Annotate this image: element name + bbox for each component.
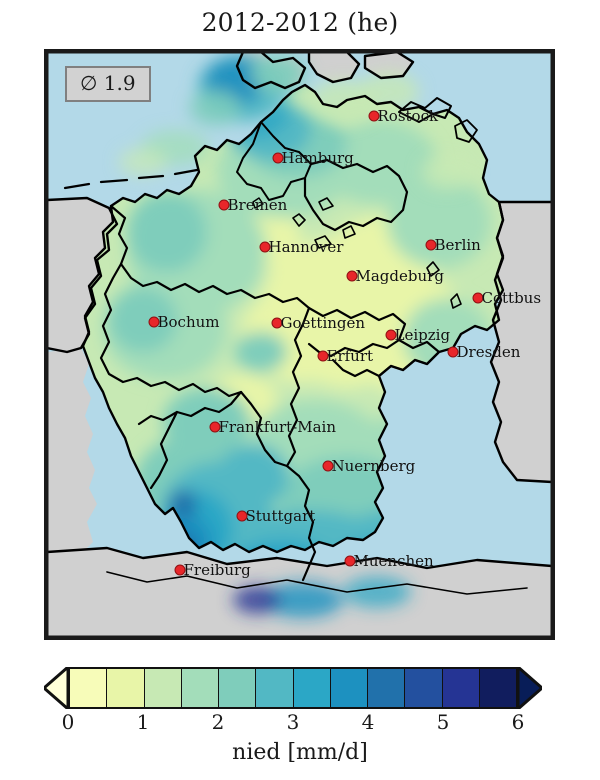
city-marker: Dresden: [447, 343, 520, 361]
colorbar-under-arrow: [44, 667, 68, 709]
city-label: Stuttgart: [245, 506, 316, 525]
colorbar-label: nied [mm/d]: [232, 740, 368, 765]
city-marker: Magdeburg: [346, 267, 444, 285]
city-marker: Nuernberg: [322, 457, 415, 475]
city-marker: Rostock: [368, 107, 438, 125]
city-marker: Goettingen: [271, 314, 365, 332]
precipitation-map: [47, 52, 552, 637]
city-dot-icon: [346, 270, 358, 282]
city-label: Nuernberg: [331, 456, 416, 475]
country-borders: [47, 52, 552, 595]
colorbar-tick-label: 3: [286, 710, 300, 734]
colorbar-segment: [107, 669, 145, 707]
city-marker: Erfurt: [317, 347, 373, 365]
domain-average-text: ∅ 1.9: [80, 71, 136, 95]
city-dot-icon: [447, 346, 459, 358]
colorbar-segment: [219, 669, 257, 707]
city-dot-icon: [174, 564, 186, 576]
city-marker: Berlin: [425, 236, 481, 254]
city-dot-icon: [317, 350, 329, 362]
city-label: Freiburg: [183, 560, 251, 579]
colorbar-tick-label: 1: [136, 710, 150, 734]
city-dot-icon: [472, 292, 484, 304]
city-marker: Hannover: [259, 238, 343, 256]
city-dot-icon: [344, 555, 356, 567]
colorbar-tick-label: 5: [436, 710, 450, 734]
city-label: Berlin: [434, 235, 481, 254]
city-dot-icon: [368, 110, 380, 122]
city-label: Erfurt: [326, 346, 374, 365]
city-label: Bremen: [227, 195, 288, 214]
city-marker: Stuttgart: [236, 507, 315, 525]
colorbar-segment: [330, 669, 368, 707]
colorbar-tick-label: 6: [511, 710, 525, 734]
colorbar-segment: [479, 669, 516, 707]
city-dot-icon: [259, 241, 271, 253]
city-label: Goettingen: [280, 313, 366, 332]
city-label: Magdeburg: [355, 266, 444, 285]
colorbar-segment: [442, 669, 480, 707]
city-label: Dresden: [456, 342, 521, 361]
city-marker: Frankfurt-Main: [209, 418, 336, 436]
city-dot-icon: [236, 510, 248, 522]
city-label: Muenchen: [353, 551, 434, 570]
city-dot-icon: [218, 199, 230, 211]
city-marker: Freiburg: [174, 561, 251, 579]
colorbar-ticks: 0 1 2 3 4 5 6: [0, 710, 600, 738]
city-marker: Bochum: [148, 313, 220, 331]
colorbar-segment: [368, 669, 406, 707]
colorbar-tick-label: 0: [61, 710, 75, 734]
city-label: Hamburg: [281, 148, 354, 167]
colorbar-segment: [181, 669, 219, 707]
colorbar-segment: [144, 669, 182, 707]
city-marker: Hamburg: [272, 149, 354, 167]
city-dot-icon: [148, 316, 160, 328]
city-dot-icon: [425, 239, 437, 251]
city-marker: Leipzig: [385, 326, 450, 344]
city-dot-icon: [272, 152, 284, 164]
city-marker: Muenchen: [344, 552, 434, 570]
city-dot-icon: [322, 460, 334, 472]
page-title: 2012-2012 (he): [201, 8, 399, 37]
city-dot-icon: [209, 421, 221, 433]
city-label: Hannover: [268, 237, 344, 256]
colorbar-segment: [256, 669, 294, 707]
city-dot-icon: [385, 329, 397, 341]
colorbar-segment: [70, 669, 108, 707]
city-label: Frankfurt-Main: [218, 417, 337, 436]
colorbar-tick-label: 2: [211, 710, 225, 734]
city-label: Cottbus: [481, 288, 542, 307]
city-dot-icon: [271, 317, 283, 329]
city-label: Leipzig: [394, 325, 451, 344]
colorbar-gradient: [68, 667, 518, 709]
colorbar: 0 1 2 3 4 5 6 nied [mm/d]: [0, 664, 600, 780]
colorbar-over-arrow: [518, 667, 542, 709]
colorbar-segment: [405, 669, 443, 707]
city-label: Rostock: [377, 106, 439, 125]
map-panel: ∅ 1.9 Rostock Hamburg Bremen Hannover Berlin…: [44, 49, 555, 640]
colorbar-tick-label: 4: [361, 710, 375, 734]
city-marker: Cottbus: [472, 289, 541, 307]
city-label: Bochum: [157, 312, 220, 331]
state-borders: [99, 121, 441, 582]
city-marker: Bremen: [218, 196, 287, 214]
domain-average-box: ∅ 1.9: [65, 66, 151, 102]
colorbar-segment: [293, 669, 331, 707]
